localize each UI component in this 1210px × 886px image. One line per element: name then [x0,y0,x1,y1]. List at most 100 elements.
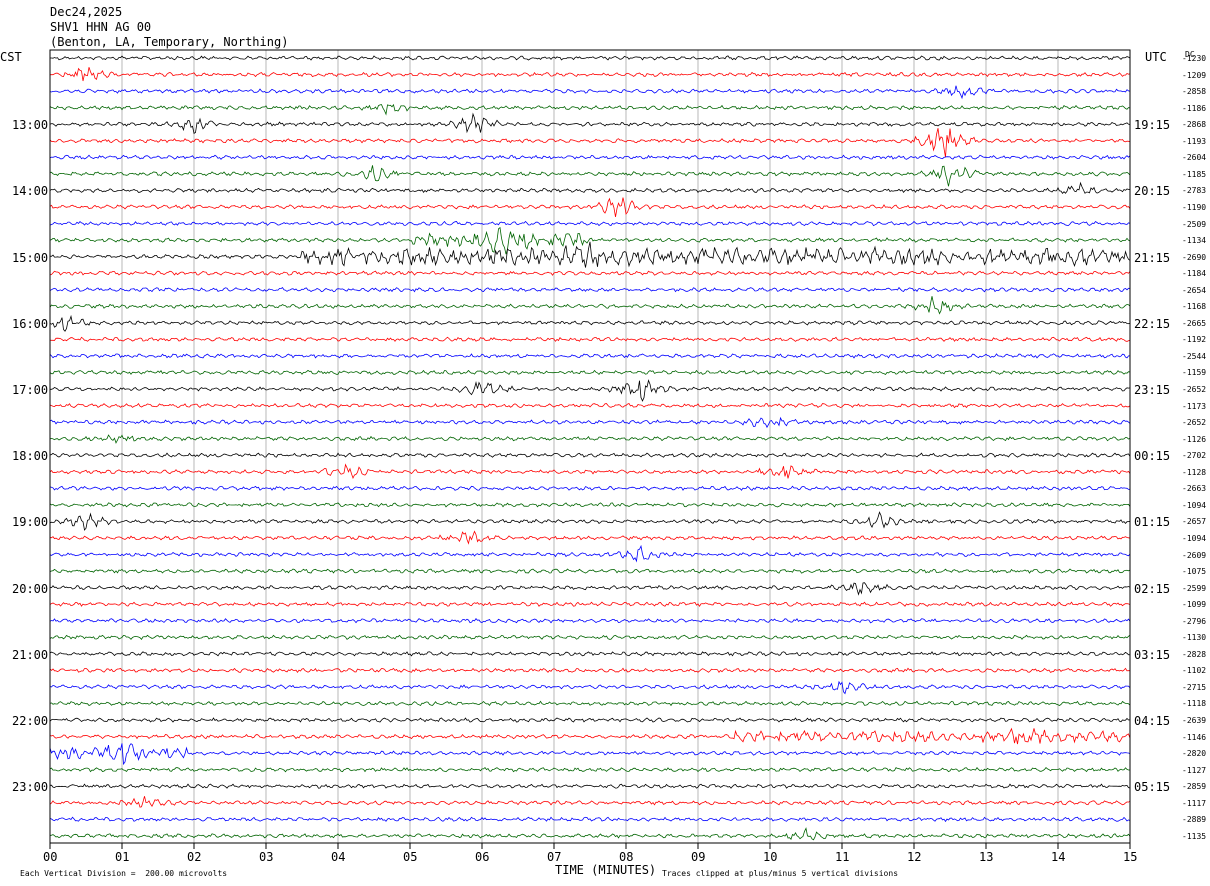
trace-45 [49,796,1131,808]
dc-offset-label: -1168 [1182,302,1207,312]
dc-offset-label: -1209 [1182,70,1207,80]
trace-14 [49,286,1131,293]
trace-18 [49,353,1130,359]
left-hour-label: 15:00 [12,250,49,265]
trace-31 [49,568,1131,574]
minute-gridlines [121,50,1059,843]
left-hour-label: 20:00 [12,581,49,596]
trace-27 [49,502,1131,508]
trace-37 [49,667,1131,674]
trace-35 [49,634,1131,640]
dc-offset-label: -1130 [1182,633,1207,643]
trace-0 [50,55,1131,61]
dc-offset-label: -2639 [1182,716,1207,725]
dc-offset-label: -2604 [1182,153,1207,163]
dc-offset-label: -2652 [1182,418,1207,428]
dc-offset-label: -2665 [1182,318,1207,328]
dc-offset-label: -1159 [1182,368,1207,378]
scale-note: Each Vertical Division = 200.00 microvol… [20,869,228,878]
dc-offset-label: -2654 [1182,285,1207,295]
dc-offset-label: -1094 [1182,533,1207,543]
trace-38 [49,680,1131,695]
trace-29 [50,530,1131,545]
x-tick-label: 00 [43,850,58,864]
dc-offset-label: -2509 [1182,219,1207,229]
trace-1 [49,67,1131,82]
dc-offset-label: -2868 [1182,120,1207,130]
dc-offset-label: -2828 [1182,649,1207,659]
trace-22 [49,416,1131,429]
left-zone-label: CST [0,50,22,64]
clip-note: Traces clipped at plus/minus 5 vertical … [662,869,899,878]
trace-12 [49,241,1131,268]
channel-label: SHV1 HHN AG 00 [50,20,152,34]
dc-offset-label: -2889 [1182,815,1207,825]
left-hour-label: 22:00 [12,714,49,728]
trace-20 [50,379,1131,402]
dc-offset-label: -1075 [1182,567,1207,577]
x-tick-label: 12 [907,850,922,864]
dc-offset-label: -2702 [1182,451,1207,461]
right-hour-label: 19:15 [1134,118,1171,133]
x-axis-ticks [49,843,1131,849]
x-tick-label: 03 [259,850,274,864]
right-hour-label: 02:15 [1134,581,1171,596]
trace-41 [49,727,1131,745]
right-hour-label: 00:15 [1134,449,1171,464]
right-hour-label: 04:15 [1134,714,1171,728]
dc-offset-label: -2820 [1182,749,1207,759]
dc-offset-label: -1186 [1182,103,1207,113]
dc-offset-label: -2796 [1182,616,1207,626]
right-hour-label: 05:15 [1134,780,1171,795]
x-tick-label: 09 [691,850,706,864]
dc-offset-label: -2859 [1182,782,1207,792]
left-hour-label: 14:00 [12,184,49,199]
x-tick-label: 05 [403,850,418,864]
trace-17 [49,336,1131,342]
dc-offset-label: -2657 [1182,517,1207,527]
dc-offset-label: -1230 [1182,54,1207,63]
x-tick-label: 14 [1051,850,1066,864]
right-zone-label: UTC [1145,50,1167,64]
left-hour-label: 23:00 [12,780,49,795]
x-tick-label: 02 [187,850,202,864]
dc-offset-label: -2609 [1182,550,1207,560]
date-label: Dec24,2025 [50,5,123,19]
trace-2 [49,85,1131,100]
x-tick-label: 07 [547,850,562,864]
x-tick-label: 10 [763,850,778,864]
dc-offset-label: -1099 [1182,600,1207,610]
trace-group [49,55,1131,841]
trace-5 [49,128,1131,158]
trace-47 [49,827,1131,841]
dc-offset-label: -1134 [1182,236,1207,246]
dc-offset-label: -1094 [1182,500,1207,510]
trace-34 [49,618,1131,624]
trace-21 [49,403,1131,409]
plot-frame [49,49,1131,844]
location-label: (Benton, LA, Temporary, Northing) [50,35,289,49]
dc-offset-label: -2783 [1182,186,1207,196]
trace-40 [49,717,1131,723]
trace-13 [49,270,1131,276]
dc-offset-label: -1128 [1182,467,1207,477]
trace-19 [49,369,1131,376]
trace-28 [49,511,1131,531]
trace-44 [49,783,1131,789]
dc-offset-label: -2715 [1182,682,1207,692]
dc-offset-label: -2544 [1182,351,1207,361]
x-tick-label: 06 [475,850,490,864]
right-hour-label: 21:15 [1134,250,1171,265]
dc-offset-label: -1102 [1182,666,1207,676]
trace-26 [49,485,1131,491]
trace-42 [49,743,1131,766]
trace-3 [49,103,1131,116]
x-axis-title: TIME (MINUTES) [555,863,657,877]
left-hour-label: 13:00 [12,118,49,133]
trace-9 [49,197,1131,217]
trace-30 [49,544,1131,563]
left-hour-label: 16:00 [12,316,49,331]
trace-23 [49,434,1131,444]
dc-offset-label: -2858 [1182,87,1207,97]
